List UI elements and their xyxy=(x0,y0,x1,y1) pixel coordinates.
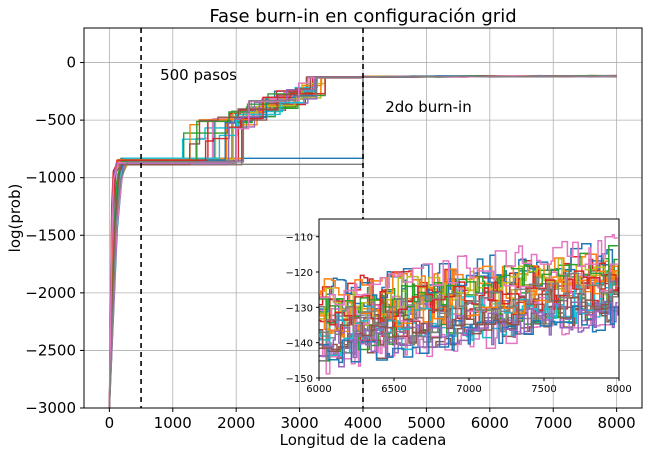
y-tick-label: −500 xyxy=(35,111,76,129)
main-y-ticks: 0 −500 −1000 −1500 −2000 −2500 −3000 xyxy=(25,54,84,417)
inset-walker-line xyxy=(319,288,618,351)
y-tick-label: 0 xyxy=(66,54,76,72)
main-x-ticks: 0 1000 2000 3000 4000 5000 6000 7000 8000 xyxy=(105,408,636,432)
inset-walker-line xyxy=(319,301,619,356)
x-tick-label: 7000 xyxy=(534,414,572,432)
inset-walker-line xyxy=(319,234,618,306)
inset-y-tick-label: −120 xyxy=(286,268,313,279)
y-tick-label: −3000 xyxy=(25,399,76,417)
inset-x-tick-label: 8000 xyxy=(606,384,631,395)
x-tick-label: 5000 xyxy=(407,414,445,432)
x-tick-label: 2000 xyxy=(217,414,255,432)
annotation-2do-burn-in: 2do burn-in xyxy=(385,98,472,116)
y-tick-label: −2000 xyxy=(25,284,76,302)
inset-x-tick-label: 7500 xyxy=(531,384,556,395)
x-tick-label: 1000 xyxy=(154,414,192,432)
y-axis-label: log(prob) xyxy=(6,184,24,253)
inset-x-tick-label: 7000 xyxy=(456,384,481,395)
x-tick-label: 4000 xyxy=(344,414,382,432)
inset-walker-line xyxy=(319,282,618,341)
inset-series-lines xyxy=(319,234,619,375)
inset-y-ticks: −110 −120 −130 −140 −150 xyxy=(286,233,319,385)
main-series-lines xyxy=(108,74,617,409)
inset-y-tick-label: −130 xyxy=(286,303,313,314)
x-tick-label: 6000 xyxy=(471,414,509,432)
inset-walker-line xyxy=(319,258,619,320)
annotation-500-pasos: 500 pasos xyxy=(160,66,237,84)
inset-y-tick-label: −140 xyxy=(286,339,313,350)
walker-line xyxy=(108,75,617,409)
inset-chart: 6000 6500 7000 7500 8000 −110 −120 −130 −140 −15… xyxy=(286,218,632,395)
x-tick-label: 3000 xyxy=(280,414,318,432)
inset-y-tick-label: −110 xyxy=(286,233,313,244)
chart-title: Fase burn-in en configuración grid xyxy=(209,6,516,27)
inset-x-tick-label: 6000 xyxy=(306,384,331,395)
x-axis-label: Longitud de la cadena xyxy=(280,431,447,449)
y-tick-label: −2500 xyxy=(25,341,76,359)
inset-x-ticks: 6000 6500 7000 7500 8000 xyxy=(306,378,632,395)
inset-y-tick-label: −150 xyxy=(286,374,313,385)
inset-x-tick-label: 6500 xyxy=(381,384,406,395)
y-tick-label: −1000 xyxy=(25,169,76,187)
x-tick-label: 8000 xyxy=(598,414,636,432)
y-tick-label: −1500 xyxy=(25,226,76,244)
x-tick-label: 0 xyxy=(105,414,115,432)
inset-walker-line xyxy=(319,271,618,334)
